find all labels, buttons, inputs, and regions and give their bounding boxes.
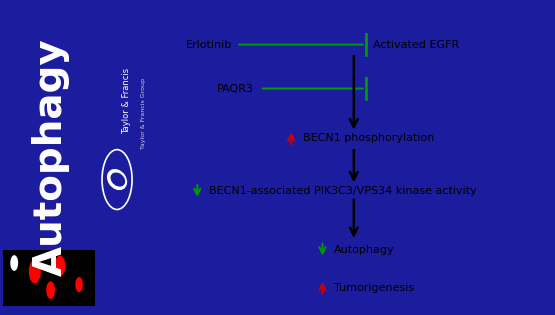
Circle shape	[55, 255, 65, 276]
Text: Autophagy: Autophagy	[32, 39, 69, 276]
Text: Autophagy: Autophagy	[334, 245, 395, 255]
Text: PAQR3: PAQR3	[217, 83, 254, 94]
Bar	[3, 250, 95, 306]
Text: Tumorigenesis: Tumorigenesis	[334, 283, 415, 293]
Text: BECN1 phosphorylation: BECN1 phosphorylation	[303, 133, 435, 143]
Ellipse shape	[111, 173, 124, 186]
Ellipse shape	[108, 170, 127, 189]
Circle shape	[46, 281, 55, 299]
Circle shape	[75, 277, 83, 292]
Circle shape	[29, 260, 41, 284]
Text: Activated EGFR: Activated EGFR	[374, 40, 460, 49]
Circle shape	[11, 255, 18, 271]
Text: Erlotinib: Erlotinib	[185, 40, 232, 49]
Text: BECN1-associated PIK3C3/VPS34 kinase activity: BECN1-associated PIK3C3/VPS34 kinase act…	[209, 186, 477, 196]
Text: Taylor & Francis Group: Taylor & Francis Group	[142, 78, 147, 149]
Text: Taylor & Francis: Taylor & Francis	[122, 68, 131, 134]
